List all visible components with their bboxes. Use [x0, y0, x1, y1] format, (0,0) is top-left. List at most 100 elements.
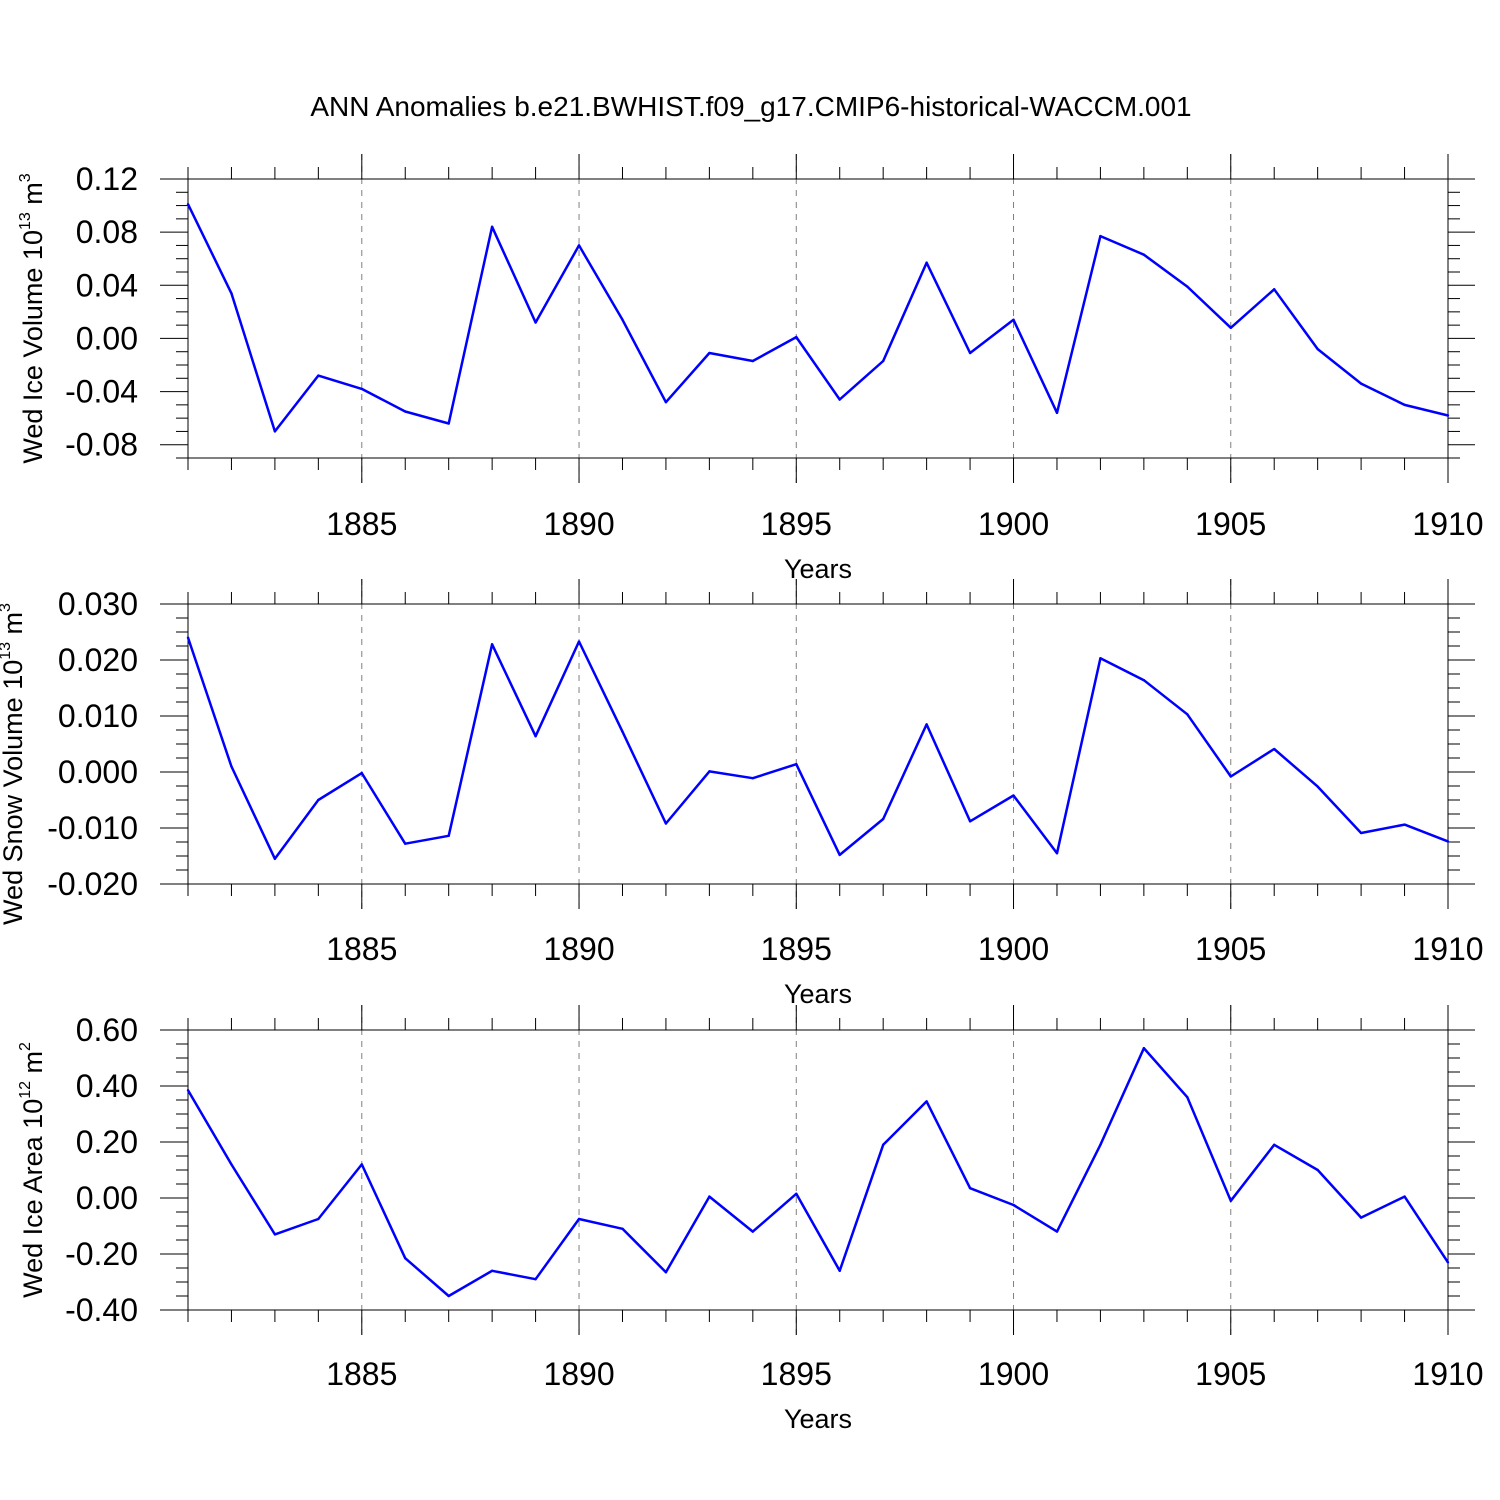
data-point — [1012, 318, 1015, 322]
data-point — [1229, 326, 1232, 329]
data-point — [317, 374, 320, 377]
data-point — [404, 842, 407, 845]
data-point — [1403, 403, 1406, 407]
panel-2: 0.030 0.020 0.010 0.000 -0.010 -0.020 1885 1890… — [0, 579, 1484, 1009]
y-tick-label: -0.20 — [65, 1236, 138, 1272]
data-point — [1186, 1096, 1189, 1099]
data-point — [447, 834, 450, 838]
data-point — [230, 1163, 233, 1166]
data-point — [1446, 1261, 1450, 1264]
data-point — [1316, 1168, 1319, 1172]
series-line — [186, 1046, 1450, 1298]
data-point — [1142, 1047, 1146, 1050]
data-point — [534, 321, 537, 324]
data-point — [1099, 657, 1102, 660]
data-point — [621, 730, 624, 733]
data-point — [664, 822, 668, 825]
y-tick-label: -0.010 — [47, 810, 138, 846]
data-point — [577, 1217, 581, 1221]
data-point — [1055, 852, 1059, 855]
data-point — [795, 1192, 798, 1196]
x-axis-label: Years — [784, 554, 852, 584]
data-point — [1273, 1143, 1276, 1147]
data-point — [1099, 234, 1102, 238]
data-point — [1012, 794, 1015, 797]
x-axis-label: Years — [784, 1404, 852, 1434]
series-line — [186, 203, 1449, 433]
x-tick-label: 1895 — [761, 1356, 832, 1392]
data-point — [186, 203, 190, 206]
x-tick-label: 1890 — [543, 506, 614, 542]
x-tick-label: 1900 — [978, 506, 1049, 542]
x-tick-label: 1910 — [1412, 1356, 1483, 1392]
x-axis-label: Years — [784, 979, 852, 1009]
data-point — [1446, 414, 1450, 417]
data-point — [708, 770, 711, 773]
y-tick-label: -0.40 — [65, 1292, 138, 1328]
data-point — [881, 359, 885, 363]
y-tick-label: 0.12 — [76, 161, 138, 197]
y-tick-label: 0.08 — [76, 214, 138, 250]
data-point — [447, 1294, 450, 1298]
x-tick-label: 1885 — [326, 931, 397, 967]
data-point — [751, 1230, 755, 1233]
data-point — [925, 723, 928, 726]
y-tick-label: 0.00 — [76, 1180, 138, 1216]
data-point — [317, 798, 320, 802]
data-point — [317, 1217, 320, 1221]
y-tick-label: 0.020 — [58, 642, 138, 678]
y-tick-label: 0.010 — [58, 698, 138, 734]
data-point — [1229, 775, 1232, 778]
x-tick-label: 1905 — [1195, 1356, 1266, 1392]
x-tick-label: 1885 — [326, 1356, 397, 1392]
data-point — [186, 636, 190, 639]
data-point — [1142, 253, 1146, 256]
data-point — [1055, 1230, 1059, 1233]
data-point — [360, 1163, 363, 1166]
x-tick-label: 1910 — [1412, 506, 1483, 542]
x-tick-label: 1905 — [1195, 506, 1266, 542]
data-point — [968, 351, 972, 355]
data-point — [273, 430, 277, 433]
x-tick-label: 1895 — [761, 506, 832, 542]
data-point — [1359, 1216, 1363, 1219]
panels: 0.12 0.08 0.04 0.00 -0.04 -0.08 1885 1890 1895 19… — [0, 154, 1484, 1434]
panel-1: 0.12 0.08 0.04 0.00 -0.04 -0.08 1885 1890 1895 19… — [17, 154, 1484, 584]
data-point — [925, 1100, 928, 1103]
data-point — [1403, 1195, 1406, 1198]
data-point — [1316, 785, 1319, 788]
data-point — [1446, 840, 1450, 843]
data-point — [404, 410, 407, 413]
data-point — [838, 398, 841, 401]
data-point — [404, 1257, 407, 1260]
data-point — [230, 765, 233, 768]
x-tick-label: 1895 — [761, 931, 832, 967]
data-point — [1359, 831, 1363, 835]
y-tick-label: -0.020 — [47, 866, 138, 902]
y-axis-label: Wed Snow Volume 1013 m3 — [0, 603, 28, 925]
chart-title: ANN Anomalies b.e21.BWHIST.f09_g17.CMIP6… — [310, 91, 1191, 122]
data-point — [1229, 1199, 1232, 1203]
data-point — [1099, 1143, 1102, 1147]
x-tick-label: 1885 — [326, 506, 397, 542]
data-point — [1012, 1203, 1015, 1207]
data-point — [751, 776, 755, 780]
data-point — [1055, 411, 1059, 415]
data-point — [1186, 713, 1189, 716]
data-point — [1273, 288, 1276, 291]
data-point — [621, 318, 624, 322]
y-tick-label: 0.40 — [76, 1068, 138, 1104]
data-point — [708, 1195, 711, 1198]
x-tick-label: 1905 — [1195, 931, 1266, 967]
data-point — [534, 734, 537, 738]
data-point — [795, 762, 798, 766]
data-point — [968, 820, 972, 823]
data-point — [1359, 382, 1363, 385]
series-line — [186, 637, 1449, 861]
data-point — [534, 1278, 537, 1281]
data-point — [490, 643, 494, 646]
data-point — [273, 1233, 277, 1236]
data-point — [360, 387, 363, 391]
data-point — [577, 640, 581, 643]
data-point — [925, 261, 928, 264]
